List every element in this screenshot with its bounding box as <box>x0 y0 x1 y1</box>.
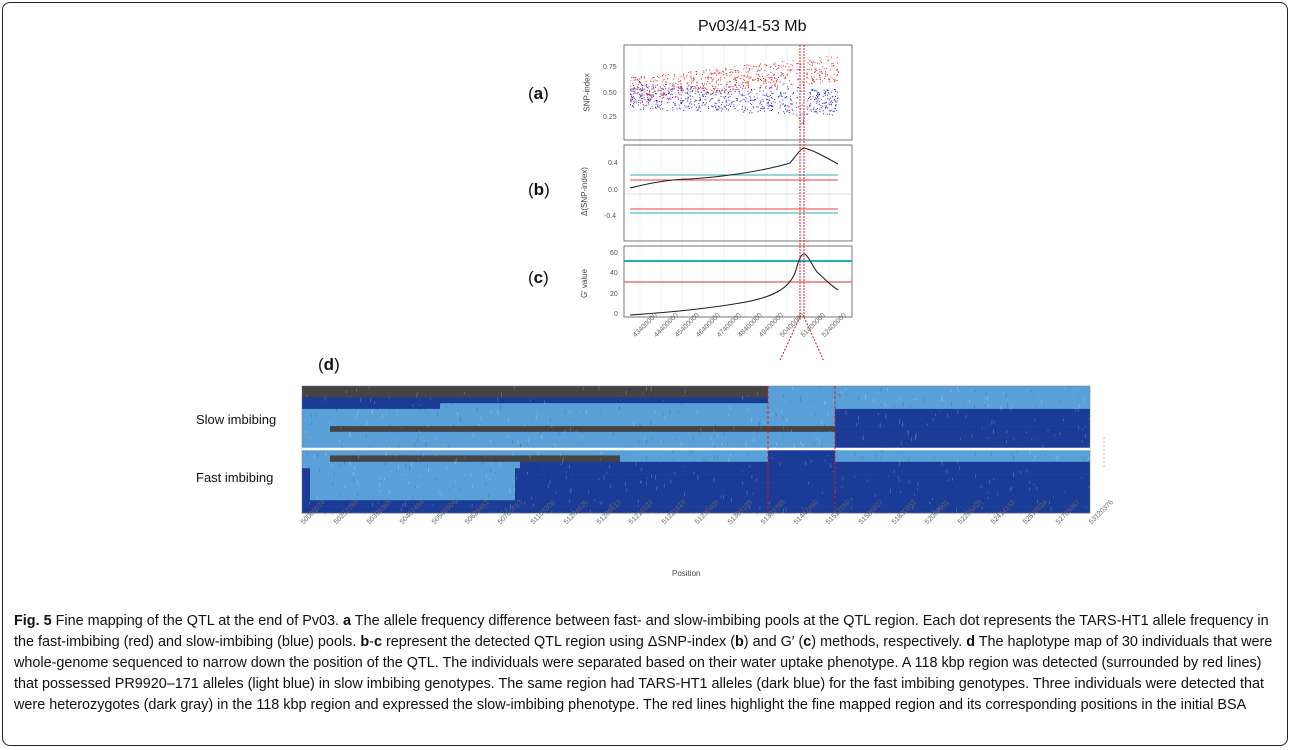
panel-b-ytick: 0.0 <box>608 187 618 194</box>
group-label-fast: Fast imbibing <box>196 470 274 485</box>
panel-b-curve <box>629 147 839 189</box>
panel-c-ytick: 0 <box>614 311 618 318</box>
bsa-panels <box>623 44 853 360</box>
haplotype-map <box>301 385 1105 517</box>
caption-fig-label: Fig. 5 <box>14 613 52 629</box>
panel-label-a: (a) <box>528 84 549 103</box>
panel-c-curve <box>629 253 839 316</box>
panel-c-ytick: 20 <box>610 291 618 298</box>
snp-index-dots <box>630 56 839 131</box>
panel-label-b: (b) <box>528 180 550 199</box>
panel-label-c: (c) <box>528 268 549 287</box>
figure-caption: Fig. 5 Fine mapping of the QTL at the en… <box>14 613 1273 713</box>
panel-c-ytick: 60 <box>610 250 618 257</box>
panel-label-d: (d) <box>318 355 340 374</box>
x-axis-label-position: Position <box>672 569 701 578</box>
panel-b-frame <box>623 144 853 242</box>
figure-title: Pv03/41-53 Mb <box>698 18 807 35</box>
panel-a-ytick: 0.75 <box>603 64 617 71</box>
panel-a-frame <box>623 44 853 141</box>
panel-b-ytick: -0.4 <box>604 213 617 220</box>
group-label-slow: Slow imbibing <box>196 412 277 427</box>
panel-b-ytick: 0.4 <box>608 160 618 167</box>
panel-a-ytick: 0.50 <box>603 90 617 97</box>
panel-c-ytick: 40 <box>610 270 618 277</box>
panel-a-ytick: 0.25 <box>603 114 617 121</box>
